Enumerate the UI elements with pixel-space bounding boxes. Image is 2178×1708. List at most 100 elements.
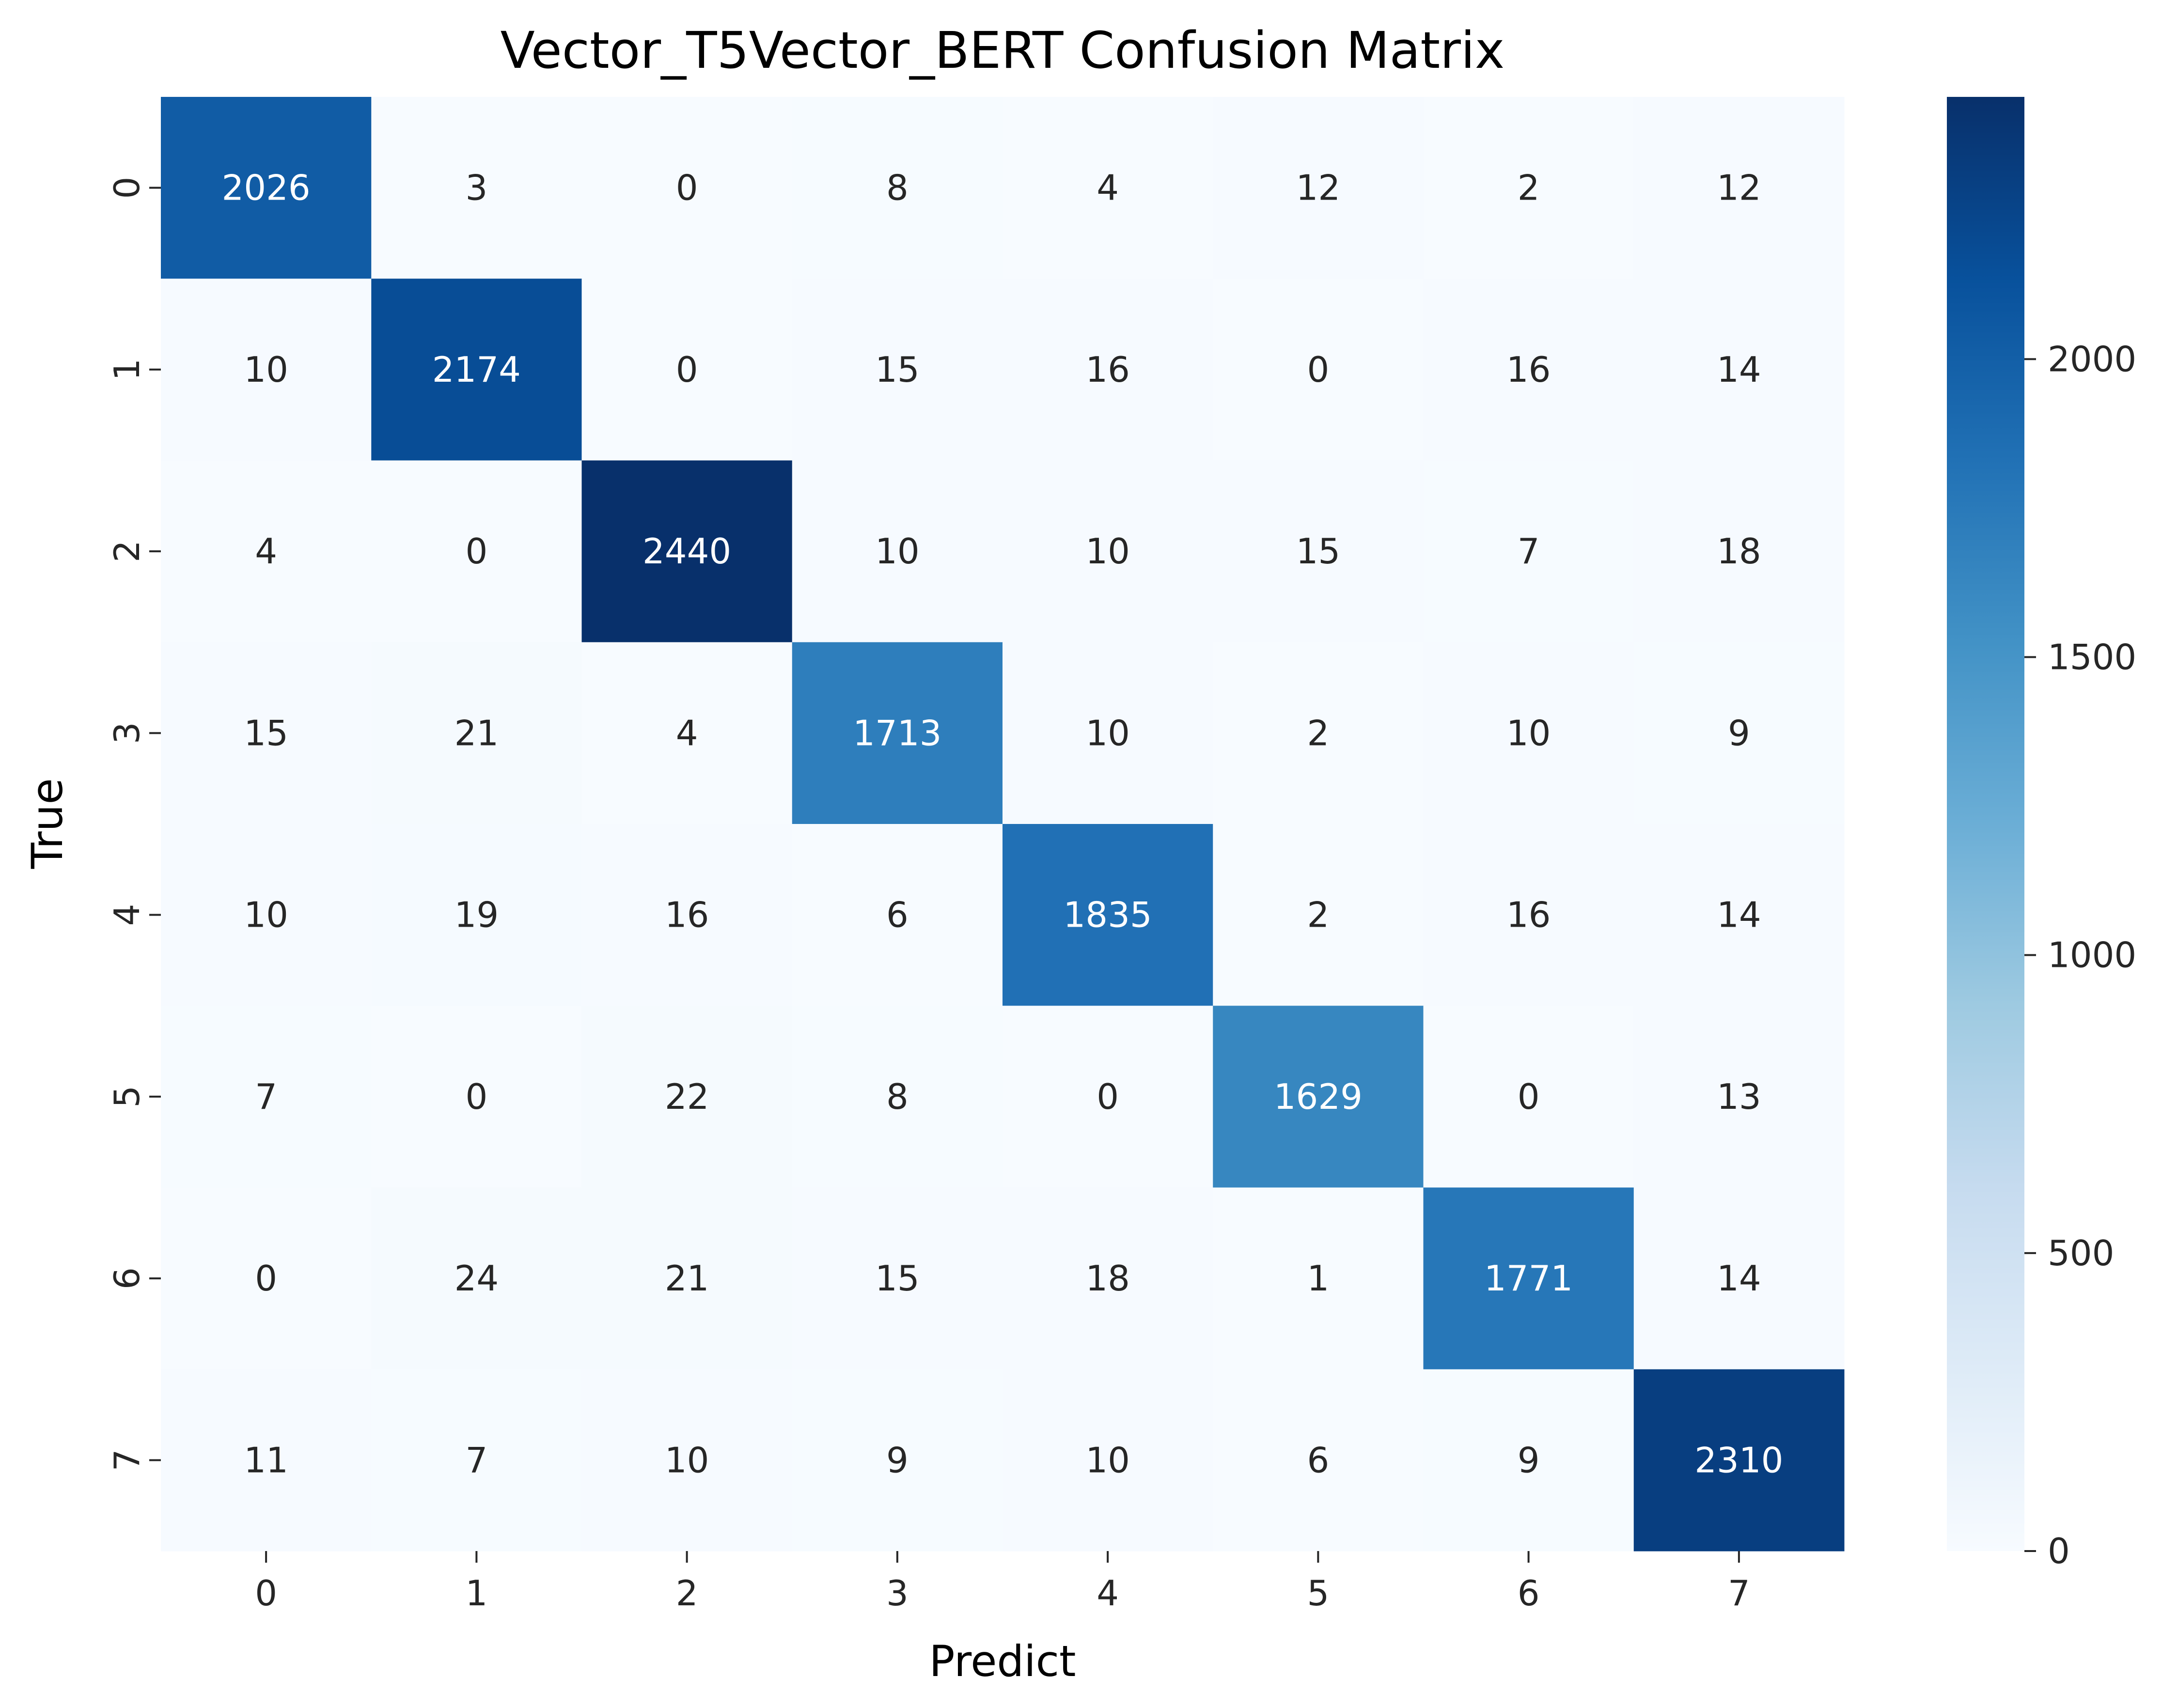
heatmap-cell — [581, 460, 793, 643]
heatmap-cell — [1423, 97, 1634, 279]
heatmap-cell — [1003, 1006, 1213, 1188]
heatmap-cell — [161, 279, 372, 461]
x-tick-label: 1 — [465, 1573, 487, 1614]
cell-value-label: 10 — [875, 531, 920, 572]
heatmap-cell — [371, 1187, 582, 1370]
heatmap-cell — [1633, 824, 1845, 1006]
cell-value-label: 10 — [665, 1440, 709, 1480]
heatmap-cell — [581, 642, 793, 824]
cell-value-label: 10 — [244, 349, 288, 390]
cell-value-label: 4 — [1097, 168, 1119, 208]
heatmap-cell — [1423, 279, 1634, 461]
cell-value-label: 0 — [465, 1076, 487, 1117]
cell-value-label: 6 — [1307, 1440, 1329, 1480]
cell-value-label: 0 — [255, 1258, 277, 1299]
heatmap-cell — [371, 824, 582, 1006]
heatmap-cell — [1213, 1187, 1424, 1370]
heatmap-cell — [371, 97, 582, 279]
cell-value-label: 10 — [244, 895, 288, 935]
heatmap-cell — [1423, 460, 1634, 643]
heatmap-cell — [371, 642, 582, 824]
colorbar-tick-label: 2000 — [2048, 339, 2136, 379]
cell-value-label: 2 — [1307, 895, 1329, 935]
cell-value-label: 22 — [665, 1076, 709, 1117]
y-tick-label: 3 — [107, 722, 147, 744]
cell-value-label: 24 — [454, 1258, 499, 1299]
cell-value-label: 10 — [1506, 713, 1551, 753]
cell-value-label: 8 — [886, 1076, 909, 1117]
cell-value-label: 2026 — [222, 168, 311, 208]
cell-value-label: 9 — [1518, 1440, 1540, 1480]
heatmap-cell — [1423, 1369, 1634, 1552]
cell-value-label: 16 — [1506, 895, 1551, 935]
heatmap-cell — [581, 279, 793, 461]
heatmap-cell — [1633, 460, 1845, 643]
heatmap-cell — [161, 460, 372, 643]
y-tick-label: 1 — [107, 358, 147, 381]
heatmap-cell — [581, 1187, 793, 1370]
cell-value-label: 19 — [454, 895, 499, 935]
heatmap-cell — [792, 1006, 1003, 1188]
cell-value-label: 12 — [1296, 168, 1341, 208]
heatmap-cell — [581, 97, 793, 279]
cell-value-label: 16 — [665, 895, 709, 935]
cell-value-label: 2 — [1518, 168, 1540, 208]
cell-value-label: 10 — [1085, 1440, 1130, 1480]
cell-value-label: 15 — [1296, 531, 1341, 572]
chart-title: Vector_T5Vector_BERT Confusion Matrix — [501, 21, 1505, 80]
cell-value-label: 6 — [886, 895, 909, 935]
heatmap-cell — [792, 824, 1003, 1006]
heatmap-cell — [1003, 642, 1213, 824]
x-axis-ticks: 0 1 2 3 4 5 6 7 — [255, 1551, 1750, 1614]
cell-value-label: 15 — [875, 349, 920, 390]
heatmap-cell — [1003, 97, 1213, 279]
y-tick-label: 4 — [107, 904, 147, 926]
heatmap-cell — [161, 1369, 372, 1552]
cell-value-label: 14 — [1717, 1258, 1761, 1299]
heatmap-cell — [1633, 97, 1845, 279]
cell-value-label: 1835 — [1064, 895, 1152, 935]
cell-value-label: 4 — [255, 531, 277, 572]
heatmap-cell — [161, 824, 372, 1006]
heatmap-cell — [581, 1006, 793, 1188]
colorbar: 0 500 1000 1500 2000 — [1947, 97, 2136, 1571]
heatmap-cell — [1423, 1006, 1634, 1188]
cell-value-label: 7 — [465, 1440, 487, 1480]
heatmap-cell — [1633, 642, 1845, 824]
colorbar-tick-label: 500 — [2048, 1233, 2114, 1273]
x-tick-label: 6 — [1518, 1573, 1540, 1614]
colorbar-gradient — [1947, 97, 2024, 1551]
heatmap-cell — [1633, 279, 1845, 461]
heatmap-cell — [1633, 1187, 1845, 1370]
heatmap-cell — [371, 460, 582, 643]
cell-value-label: 21 — [665, 1258, 709, 1299]
cell-value-label: 0 — [1518, 1076, 1540, 1117]
cell-value-label: 0 — [676, 349, 698, 390]
heatmap-cell — [1633, 1006, 1845, 1188]
cell-value-label: 9 — [1728, 713, 1750, 753]
heatmap-cell — [581, 824, 793, 1006]
heatmap-cell — [1213, 97, 1424, 279]
heatmap-cell — [161, 1187, 372, 1370]
cell-value-label: 2 — [1307, 713, 1329, 753]
cell-value-label: 8 — [886, 168, 909, 208]
heatmap-cell — [161, 642, 372, 824]
cell-value-label: 13 — [1717, 1076, 1761, 1117]
heatmap-cell — [1633, 1369, 1845, 1552]
heatmap-cell — [1213, 824, 1424, 1006]
heatmap-cell — [1213, 1006, 1424, 1188]
heatmap-cell — [1423, 642, 1634, 824]
cell-value-label: 14 — [1717, 349, 1761, 390]
heatmap-cell — [1003, 1369, 1213, 1552]
colorbar-tick-label: 1000 — [2048, 935, 2136, 976]
cell-value-label: 7 — [255, 1076, 277, 1117]
heatmap-cell — [1003, 460, 1213, 643]
heatmap-cell — [792, 1369, 1003, 1552]
cell-value-label: 2174 — [432, 349, 521, 390]
heatmap-cell — [792, 1187, 1003, 1370]
cell-value-label: 2310 — [1694, 1440, 1783, 1480]
heatmap-cell — [1213, 642, 1424, 824]
